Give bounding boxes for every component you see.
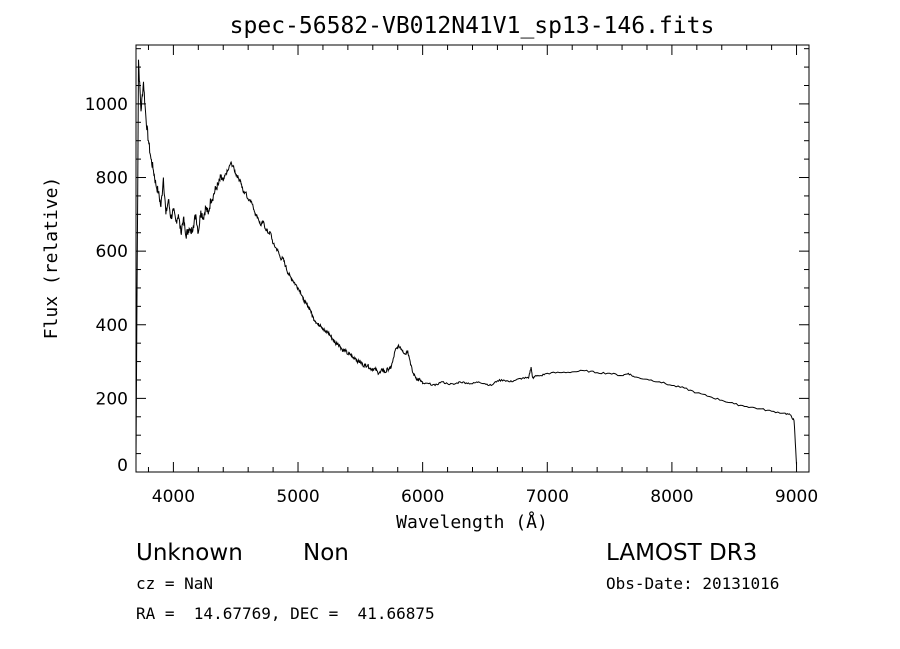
y-tick-label: 1000 [85,95,128,115]
cz-text: cz = NaN [136,574,213,593]
object-class-text: Unknown [136,540,243,566]
x-axis-label: Wavelength (Å) [396,511,548,533]
y-tick-label: 600 [96,242,128,262]
survey-text: LAMOST DR3 [606,540,757,566]
obs-date-text: Obs-Date: 20131016 [606,574,779,593]
y-tick-label: 800 [96,169,128,189]
y-axis-label: Flux (relative) [41,177,62,340]
object-subclass-text: Non [303,540,349,566]
x-tick-label: 4000 [152,487,195,507]
y-tick-label: 400 [96,316,128,336]
x-tick-label: 8000 [650,487,693,507]
coords-text: RA = 14.67769, DEC = 41.66875 [136,604,435,623]
series-line-flux [135,59,797,465]
y-axis: 0 200 400 600 800 1000 [85,48,809,476]
y-tick-label: 200 [96,389,128,409]
x-axis: 4000 5000 6000 7000 8000 9000 [147,45,818,507]
plot-frame [135,44,810,473]
x-tick-label: 5000 [276,487,319,507]
x-tick-label: 9000 [775,487,818,507]
x-tick-label: 6000 [401,487,444,507]
chart-title: spec-56582-VB012N41V1_sp13-146.fits [230,13,715,39]
y-tick-label: 0 [117,456,128,476]
x-tick-label: 7000 [526,487,569,507]
